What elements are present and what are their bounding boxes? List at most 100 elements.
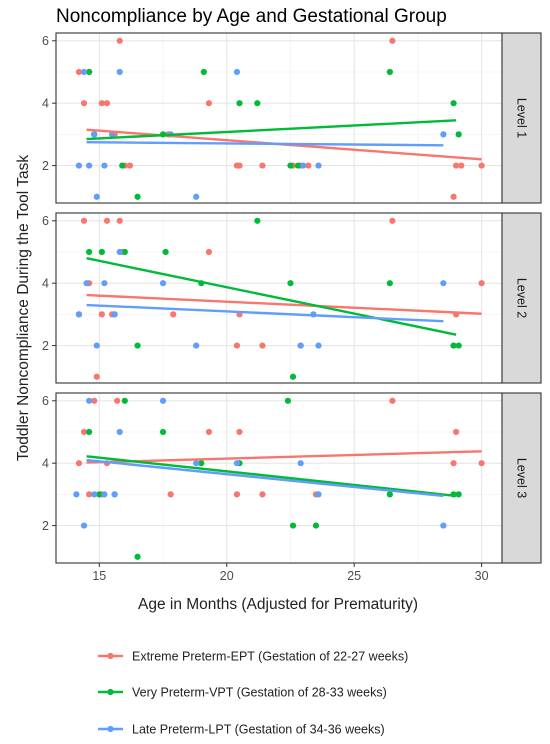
data-point xyxy=(315,162,322,169)
x-tick-label: 20 xyxy=(220,569,234,583)
data-point xyxy=(300,162,307,169)
data-point xyxy=(116,248,123,256)
trend-line xyxy=(86,140,444,147)
y-tick-label: 6 xyxy=(42,34,49,48)
data-point xyxy=(86,428,93,436)
data-point xyxy=(111,491,118,498)
data-point xyxy=(455,342,462,349)
data-point xyxy=(287,280,294,287)
data-point xyxy=(478,460,485,467)
y-tick-label: 4 xyxy=(42,456,49,470)
data-point xyxy=(96,491,103,498)
facet-strip xyxy=(501,32,542,204)
data-point xyxy=(159,428,167,436)
data-point xyxy=(116,37,123,44)
legend-item: Very Preterm-VPT (Gestation of 28-33 wee… xyxy=(98,686,387,700)
data-point xyxy=(119,162,126,169)
data-point xyxy=(75,311,83,318)
data-point xyxy=(80,522,88,529)
data-point xyxy=(103,100,111,107)
y-tick-label: 4 xyxy=(42,96,49,110)
trend-line xyxy=(86,450,482,464)
data-point xyxy=(116,68,123,76)
data-point xyxy=(193,342,200,349)
data-point xyxy=(440,131,447,138)
data-point xyxy=(93,342,100,349)
data-point xyxy=(86,491,93,498)
data-point xyxy=(134,342,141,349)
trend-line xyxy=(86,119,457,141)
data-point xyxy=(289,373,297,380)
data-point xyxy=(440,522,447,529)
data-point xyxy=(93,193,100,200)
data-point xyxy=(450,193,457,200)
data-point xyxy=(167,491,174,498)
facet-panel: 2 4 6 Level 3 xyxy=(42,392,542,564)
trend-line xyxy=(86,455,457,498)
facet-strip-label: Level 1 xyxy=(515,98,529,138)
data-point xyxy=(236,428,243,436)
data-point xyxy=(305,162,312,169)
data-point xyxy=(455,491,462,498)
data-point xyxy=(73,491,80,498)
data-point xyxy=(254,217,261,224)
data-point xyxy=(75,162,83,169)
data-point xyxy=(159,397,167,404)
y-tick-label: 2 xyxy=(42,519,49,533)
facet-panels: 2 4 6 Level 1 2 4 6 Level 2 2 4 6 Level 3 xyxy=(42,32,542,564)
legend: Extreme Preterm-EPT (Gestation of 22-27 … xyxy=(98,650,408,737)
data-point xyxy=(315,491,322,498)
data-point xyxy=(386,491,393,498)
y-tick-label: 6 xyxy=(42,394,49,408)
data-point xyxy=(193,460,200,467)
y-axis-label: Toddler Noncompliance During the Tool Ta… xyxy=(15,155,32,461)
facet-strip-label: Level 2 xyxy=(515,278,529,318)
data-point xyxy=(233,491,241,498)
data-point xyxy=(126,162,134,169)
data-point xyxy=(159,280,167,287)
data-point xyxy=(101,162,108,169)
data-point xyxy=(289,522,297,529)
data-point xyxy=(86,248,93,256)
data-point xyxy=(75,460,83,467)
x-tick-label: 25 xyxy=(347,569,361,583)
trend-line xyxy=(86,257,457,336)
y-tick-label: 6 xyxy=(42,214,49,228)
data-point xyxy=(295,162,302,169)
data-point xyxy=(389,37,396,44)
data-point xyxy=(198,460,205,467)
x-tick-label: 15 xyxy=(92,569,106,583)
data-point xyxy=(287,162,294,169)
data-point xyxy=(134,553,141,560)
data-point xyxy=(98,311,105,318)
data-point xyxy=(91,491,98,498)
data-point xyxy=(455,131,462,138)
data-point xyxy=(205,428,213,436)
data-point xyxy=(453,162,460,169)
data-point xyxy=(458,162,465,169)
data-point xyxy=(91,397,98,404)
legend-item: Late Preterm-LPT (Gestation of 34-36 wee… xyxy=(98,723,385,737)
trend-line xyxy=(86,303,444,323)
data-point xyxy=(259,491,266,498)
data-point xyxy=(75,68,83,76)
legend-key-point xyxy=(107,688,114,696)
data-point xyxy=(205,248,213,256)
data-point xyxy=(193,193,200,200)
data-point xyxy=(297,460,304,467)
data-point xyxy=(83,280,90,287)
data-point xyxy=(80,428,88,436)
y-tick-label: 2 xyxy=(42,339,49,353)
data-point xyxy=(103,217,111,224)
data-point xyxy=(233,68,241,76)
data-point xyxy=(284,397,292,404)
data-point xyxy=(233,342,241,349)
data-point xyxy=(98,248,105,256)
data-point xyxy=(315,342,322,349)
data-point xyxy=(80,100,88,107)
facet-strip xyxy=(501,392,542,564)
data-point xyxy=(450,342,457,349)
data-point xyxy=(93,373,100,380)
data-point xyxy=(233,460,241,467)
